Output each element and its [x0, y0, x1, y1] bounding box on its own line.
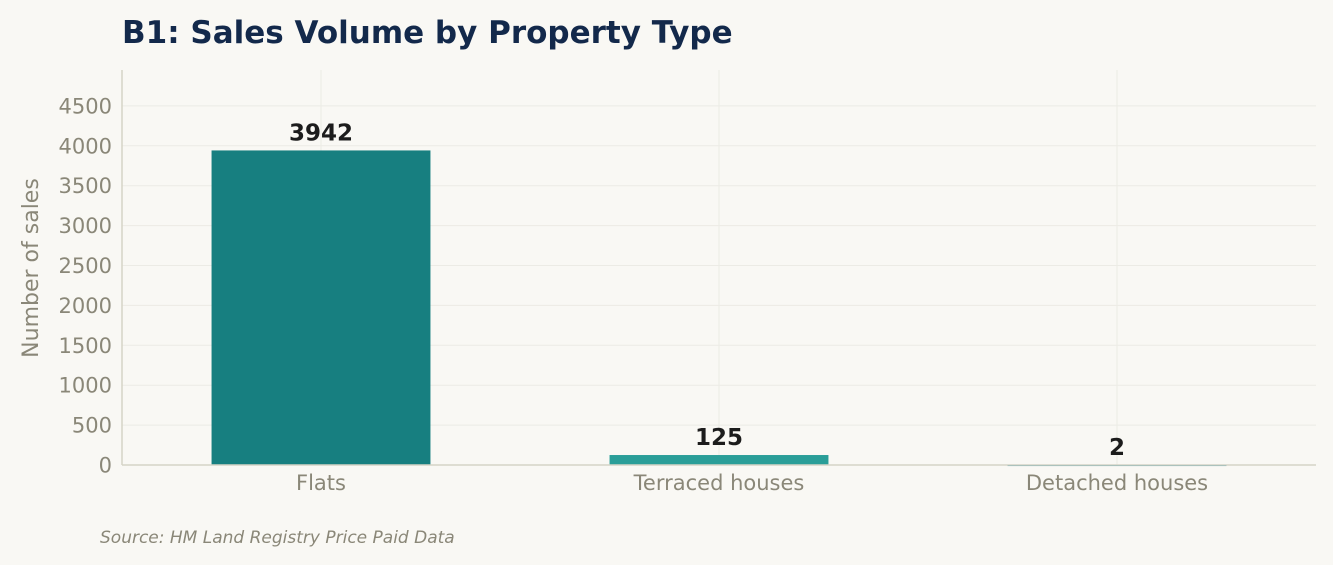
y-tick-label: 1000 [59, 374, 112, 398]
value-labels: 3942 125 2 [289, 120, 1125, 460]
y-tick-label: 4500 [59, 94, 112, 118]
y-tick-label: 500 [72, 414, 112, 438]
x-tick-label: Flats [296, 471, 346, 495]
y-tick-label: 3000 [59, 214, 112, 238]
bar [211, 150, 431, 465]
x-tick-label: Terraced houses [633, 471, 805, 495]
y-tick-label: 2500 [59, 254, 112, 278]
y-axis-ticks: 0 500 1000 1500 2000 2500 3000 3500 4000 4500 [59, 94, 112, 477]
chart-title: B1: Sales Volume by Property Type [122, 15, 733, 51]
bar-value-label: 125 [695, 425, 743, 451]
y-tick-label: 0 [99, 454, 112, 478]
y-tick-label: 1500 [59, 334, 112, 358]
y-tick-label: 3500 [59, 174, 112, 198]
bar [609, 455, 829, 465]
y-tick-label: 4000 [59, 134, 112, 158]
bar-value-label: 2 [1109, 435, 1125, 461]
source-note: Source: HM Land Registry Price Paid Data [100, 528, 455, 548]
x-tick-label: Detached houses [1026, 471, 1208, 495]
x-axis-ticks: Flats Terraced houses Detached houses [296, 471, 1208, 495]
y-axis-label: Number of sales [19, 178, 44, 358]
bar-value-label: 3942 [289, 120, 353, 146]
y-tick-label: 2000 [59, 294, 112, 318]
bars [211, 150, 1227, 467]
